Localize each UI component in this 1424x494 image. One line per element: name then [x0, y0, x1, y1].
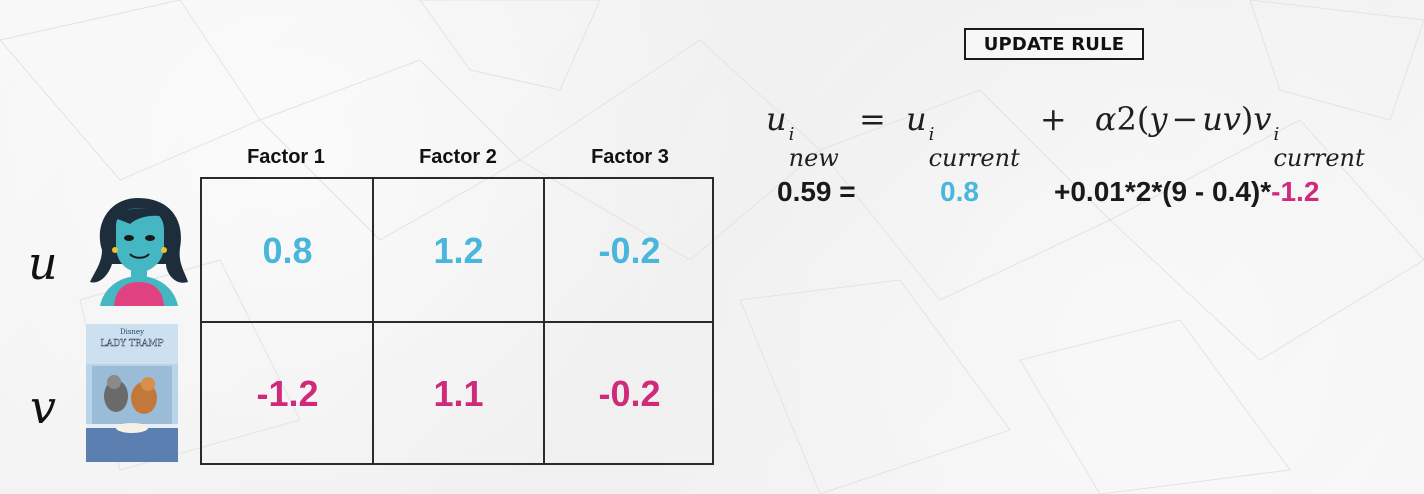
grid-divider-horizontal	[202, 321, 712, 323]
poster-tramp-shape	[104, 380, 128, 412]
formula-current-u-term: u i current	[906, 100, 1020, 170]
matrix-cell-u-factor-1: 0.8	[262, 229, 313, 271]
formula-current-v-sub: current	[1273, 144, 1365, 172]
calculation-update-term: +0.01*2*(9 - 0.4)*-1.2	[1054, 176, 1319, 208]
poster-title: LADY TRAMP	[100, 339, 163, 349]
formula-lhs-sub: new	[788, 144, 839, 172]
formula-lhs-scripts: i new	[788, 124, 839, 172]
update-rule-label: UPDATE RULE	[964, 28, 1144, 60]
formula-current-u-scripts: i current	[928, 124, 1020, 172]
poster-brand: Disney	[120, 328, 144, 336]
formula-current-v-term: v i current	[1253, 100, 1364, 170]
formula-paren-close: )	[1240, 100, 1254, 138]
formula-minus: −	[1171, 100, 1199, 138]
formula-lhs-term: u i new	[766, 100, 839, 170]
row-label-u: u	[28, 236, 58, 290]
matrix-cell-u-factor-3: -0.2	[598, 229, 661, 271]
user-avatar-icon	[90, 198, 188, 306]
formula-lhs-sup: i	[788, 124, 795, 145]
matrix-cell-v-factor-2: 1.1	[433, 372, 484, 414]
formula-current-v-sup: i	[1273, 124, 1280, 145]
poster-tramp-head	[107, 375, 121, 389]
row-label-v: v	[30, 380, 56, 434]
update-formula: u i new = u i current + α2(y − uv)v i current	[766, 100, 1365, 170]
poster-plate	[116, 423, 148, 433]
calculation-result: 0.59 =	[777, 176, 856, 207]
formula-paren-open: (	[1136, 100, 1150, 138]
matrix-cell-v-factor-1: -1.2	[256, 372, 319, 414]
matrix-cell-u-factor-2: 1.2	[433, 229, 484, 271]
calculation-line: 0.59 = 0.8 +0.01*2*(9 - 0.4)*-1.2	[0, 172, 1424, 212]
formula-uv: uv	[1202, 100, 1241, 138]
calculation-current-value: 0.8	[940, 176, 979, 207]
poster-sky	[86, 324, 178, 364]
factor-matrix: 0.8 1.2 -0.2 -1.2 1.1 -0.2	[200, 177, 714, 465]
column-header-factor-1: Factor 1	[247, 146, 325, 168]
column-header-factor-2: Factor 2	[419, 146, 497, 168]
formula-current-v-scripts: i current	[1273, 124, 1365, 172]
formula-equals: =	[858, 100, 886, 138]
formula-lhs-u: u	[766, 100, 787, 138]
formula-two: 2	[1116, 100, 1137, 138]
calculation-v-value: -1.2	[1271, 176, 1320, 207]
formula-current-v: v	[1253, 100, 1272, 138]
formula-alpha: α	[1094, 100, 1117, 138]
calculation-update-prefix: +0.01*2*(9 - 0.4)*	[1054, 176, 1272, 207]
formula-current-u-sup: i	[928, 124, 935, 145]
poster-lady-head	[141, 377, 155, 391]
matrix-cell-v-factor-3: -0.2	[598, 372, 661, 414]
formula-current-u-sub: current	[928, 144, 1020, 172]
formula-plus: +	[1039, 100, 1067, 138]
formula-current-u: u	[905, 100, 927, 138]
column-header-factor-3: Factor 3	[591, 146, 669, 168]
formula-y: y	[1149, 100, 1168, 138]
movie-poster: Disney LADY TRAMP	[86, 324, 178, 462]
